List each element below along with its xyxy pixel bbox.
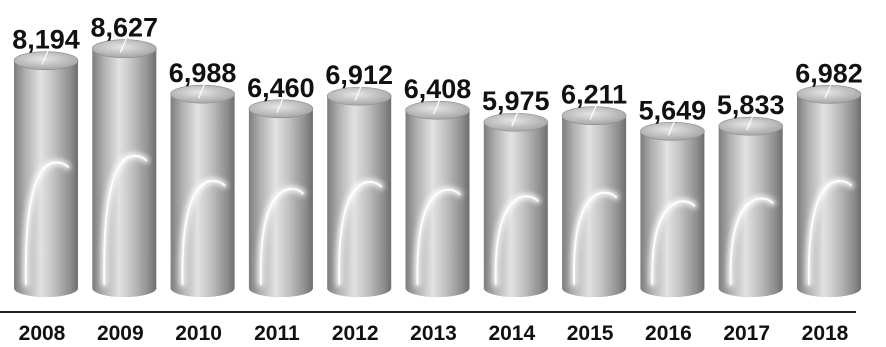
- category-label-2008: 2008: [19, 322, 66, 345]
- bar-body: [170, 94, 235, 297]
- bar-highlight-core: [259, 187, 304, 285]
- bar-body: [405, 110, 470, 297]
- x-axis-tick-labels: 2008 2009 2010 2011 2012 2013 2014 2015 2016 2017…: [19, 322, 849, 345]
- label-leader: [432, 99, 441, 115]
- bar-2009: [92, 38, 157, 298]
- bar-top: [248, 99, 314, 119]
- value-label-2016: 5,649: [639, 95, 707, 125]
- bar-body: [562, 115, 627, 297]
- value-label-2017: 5,833: [717, 90, 785, 120]
- bars-group: 8,194 8,627 6,988 6,460 6,912 6,408 5,975 6,211…: [12, 13, 863, 298]
- bar-2017: [718, 115, 784, 297]
- bar-top: [170, 84, 235, 104]
- bar-highlight-core: [103, 154, 148, 285]
- category-label-2017: 2017: [723, 322, 770, 345]
- bar-body: [640, 131, 705, 297]
- value-label-2014: 5,975: [482, 86, 550, 116]
- label-leader: [119, 38, 127, 53]
- bar-highlight-core: [651, 200, 696, 285]
- category-label-2010: 2010: [175, 322, 222, 345]
- bar-2014: [483, 112, 549, 297]
- label-leader: [511, 112, 519, 127]
- value-label-2010: 6,988: [169, 58, 237, 88]
- bar-body: [718, 126, 783, 297]
- bar-body: [92, 48, 157, 298]
- bar-2015: [561, 105, 627, 297]
- bar-highlight-core: [416, 188, 461, 285]
- bar-highlight-core: [729, 197, 774, 285]
- bar-highlight-core: [807, 179, 852, 285]
- label-leader: [41, 50, 49, 65]
- label-leader: [824, 84, 832, 99]
- value-label-2009: 8,627: [91, 13, 159, 43]
- bar-top: [483, 112, 549, 132]
- bar-top: [640, 121, 705, 141]
- bar-top: [796, 85, 862, 104]
- category-label-2018: 2018: [802, 322, 849, 345]
- bar-highlight-core: [24, 161, 69, 285]
- category-label-2011: 2011: [254, 322, 300, 345]
- bar-2011: [248, 98, 314, 297]
- bar-2018: [796, 84, 862, 297]
- category-label-2014: 2014: [488, 322, 535, 345]
- bar-body: [327, 96, 392, 297]
- bar-2012: [326, 86, 392, 297]
- bar-2013: [405, 99, 470, 297]
- value-label-2012: 6,912: [325, 60, 393, 90]
- value-label-2013: 6,408: [404, 74, 472, 104]
- bar-body: [14, 60, 78, 297]
- bar-2010: [170, 83, 235, 297]
- bar-highlight-core: [494, 195, 539, 285]
- value-label-2011: 6,460: [247, 73, 315, 103]
- label-leader: [276, 98, 284, 114]
- bar-top: [13, 51, 79, 70]
- bar-top: [405, 100, 470, 120]
- bar-top: [326, 86, 392, 106]
- value-label-2018: 6,982: [795, 58, 863, 88]
- bar-top: [92, 39, 157, 58]
- bar-top: [561, 106, 627, 125]
- bar-highlight-core: [338, 181, 383, 285]
- category-label-2012: 2012: [332, 322, 379, 345]
- bar-2008: [13, 50, 79, 297]
- category-label-2009: 2009: [97, 322, 144, 345]
- bar-body: [483, 122, 548, 297]
- category-label-2015: 2015: [567, 322, 614, 345]
- bar-2016: [640, 121, 705, 297]
- bar-highlight-core: [181, 179, 226, 285]
- value-label-2015: 6,211: [561, 80, 627, 110]
- bar-highlight-core: [572, 191, 618, 285]
- value-label-2008: 8,194: [12, 25, 80, 55]
- bar-body: [248, 108, 313, 297]
- label-leader: [746, 115, 754, 131]
- label-leader: [198, 83, 206, 99]
- label-leader: [667, 121, 675, 136]
- bar-body: [797, 94, 861, 297]
- bar-top: [718, 116, 784, 136]
- category-label-2013: 2013: [410, 322, 457, 345]
- label-leader: [589, 105, 597, 120]
- label-leader: [354, 86, 362, 101]
- category-label-2016: 2016: [645, 322, 692, 345]
